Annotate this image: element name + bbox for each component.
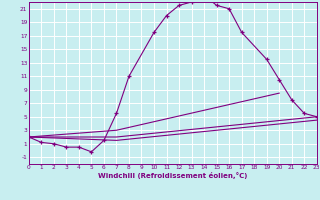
X-axis label: Windchill (Refroidissement éolien,°C): Windchill (Refroidissement éolien,°C) — [98, 172, 247, 179]
